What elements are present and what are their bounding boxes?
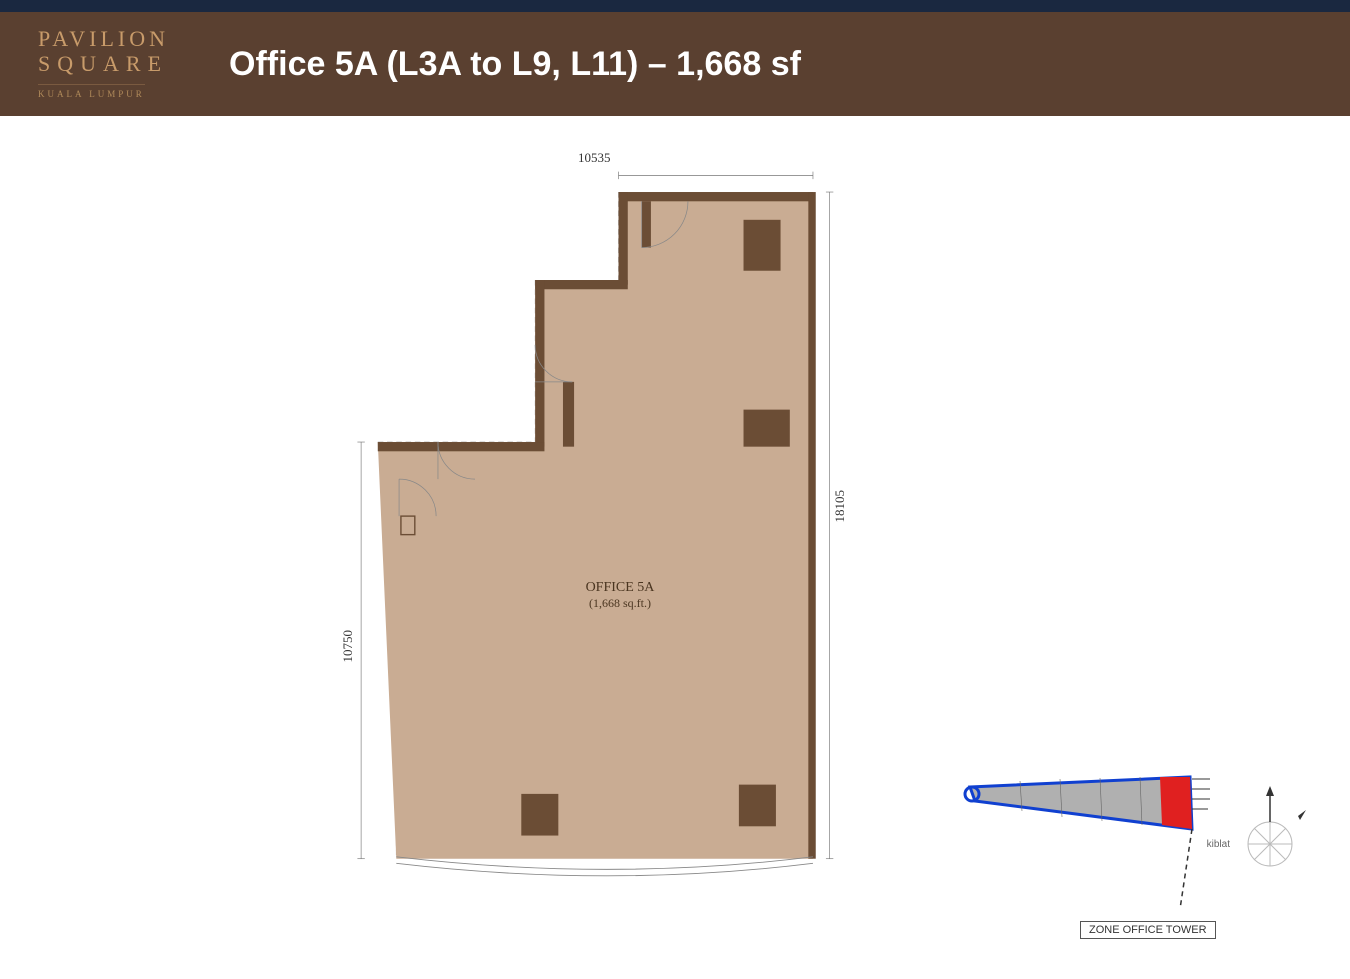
keyplan-building	[970, 777, 1192, 829]
header-bar: PAVILION SQUARE KUALA LUMPUR Office 5A (…	[0, 12, 1350, 116]
logo-line1: PAVILION	[38, 26, 169, 51]
logo-subtitle: KUALA LUMPUR	[38, 84, 145, 99]
top-strip	[0, 0, 1350, 12]
keyplan-zone-label: ZONE OFFICE TOWER	[1080, 921, 1216, 939]
kiblat-label: kiblat	[1207, 839, 1230, 850]
page-title: Office 5A (L3A to L9, L11) – 1,668 sf	[229, 45, 801, 84]
floorplan	[350, 150, 850, 910]
room-label: OFFICE 5A (1,668 sq.ft.)	[560, 580, 680, 611]
keyplan-highlight	[1160, 777, 1192, 829]
logo-line2: SQUARE	[38, 51, 169, 76]
logo: PAVILION SQUARE KUALA LUMPUR	[38, 26, 169, 102]
floorplan-svg	[350, 150, 850, 910]
room-name: OFFICE 5A	[560, 580, 680, 596]
keyplan: kiblat ZONE OFFICE TOWER	[960, 769, 1320, 949]
room-fill	[378, 192, 813, 859]
compass-icon	[1248, 786, 1306, 866]
room-area-text: (1,668 sq.ft.)	[560, 596, 680, 611]
bottom-edge	[396, 857, 813, 876]
